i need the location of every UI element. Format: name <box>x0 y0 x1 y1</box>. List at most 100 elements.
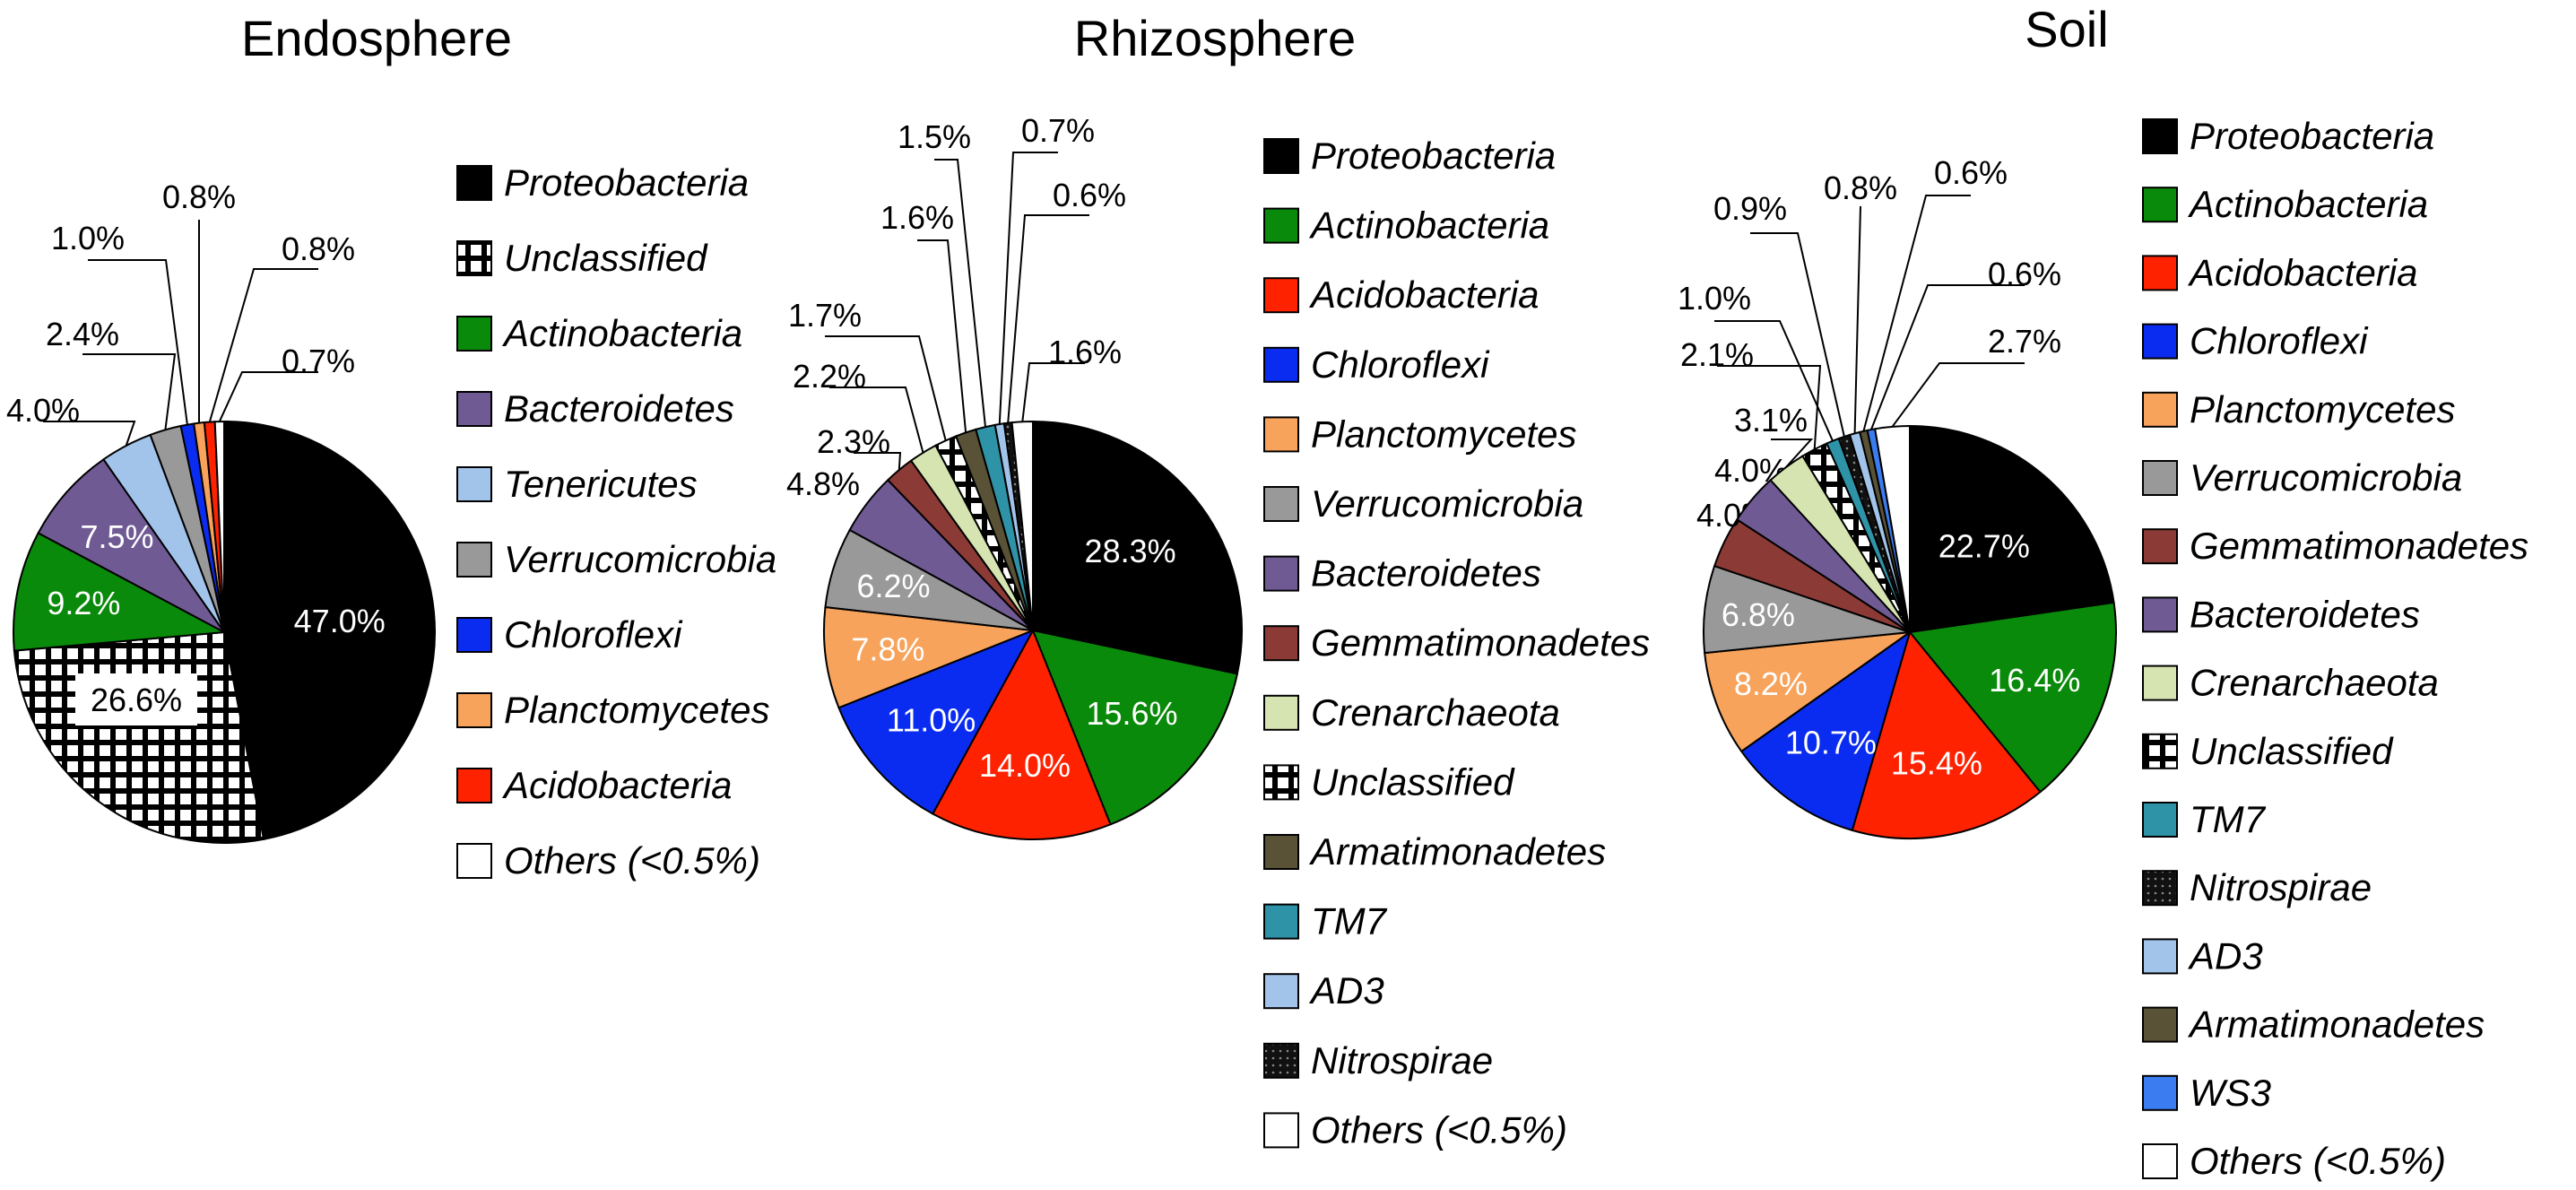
chart-title: Soil <box>2025 1 2108 57</box>
chart-title: Rhizosphere <box>1074 10 1356 66</box>
legend-swatch <box>1263 486 1299 522</box>
leader-line <box>1771 439 1814 468</box>
legend-swatch <box>456 316 492 352</box>
legend-swatch <box>1263 416 1299 453</box>
value-label: 2.4% <box>46 316 119 352</box>
value-label: 7.8% <box>851 631 924 668</box>
legend-item-crenarchaeota: Crenarchaeota <box>2142 662 2439 704</box>
value-label: 1.5% <box>898 118 971 155</box>
legend-swatch <box>1263 277 1299 314</box>
legend-item-planctomycetes: Planctomycetes <box>2142 388 2455 430</box>
chart-rhizosphere: Rhizosphere 28.3% 15.6% 14.0%11.0% 7.8% 6.2%… <box>786 10 1650 1151</box>
legend-item-ad3: AD3 <box>1263 969 1384 1012</box>
legend-swatch <box>2142 733 2178 769</box>
legend-swatch <box>1263 346 1299 383</box>
legend-item-ad3: AD3 <box>2142 934 2263 977</box>
leader-line <box>1853 205 1861 434</box>
legend-item-verrucomicrobia: Verrucomicrobia <box>2142 456 2462 499</box>
value-label: 4.8% <box>786 465 860 502</box>
value-label: 0.8% <box>282 230 355 267</box>
leader-line <box>829 387 924 454</box>
legend-item-actinobacteria: Actinobacteria <box>456 312 742 354</box>
legend-swatch <box>2142 391 2178 428</box>
legend-label: Chloroflexi <box>1311 343 1490 386</box>
legend-item-others-0-5: Others (<0.5%) <box>2142 1140 2446 1182</box>
legend-label: Armatimonadetes <box>2187 1003 2485 1046</box>
legend-label: Others (<0.5%) <box>504 839 760 882</box>
legend-swatch <box>2142 323 2178 360</box>
legend-label: Chloroflexi <box>504 613 683 656</box>
legend-label: Tenericutes <box>504 463 698 505</box>
legend-swatch <box>456 466 492 502</box>
legend-item-chloroflexi: Chloroflexi <box>2142 320 2369 362</box>
leader-line <box>1007 214 1089 423</box>
legend-swatch <box>1263 138 1299 174</box>
legend-swatch <box>456 391 492 427</box>
legend-label: Acidobacteria <box>1308 274 1539 316</box>
leader-line <box>88 259 188 425</box>
value-label: 0.6% <box>1988 256 2061 292</box>
leader-line <box>1021 362 1085 422</box>
value-label: 26.6% <box>91 682 182 718</box>
value-label: 0.9% <box>1713 190 1787 227</box>
legend-swatch <box>1263 625 1299 662</box>
legend-label: Others (<0.5%) <box>1311 1108 1567 1151</box>
value-label: 9.2% <box>47 585 120 621</box>
leader-line <box>1869 284 2025 430</box>
legend-swatch <box>2142 1006 2178 1043</box>
pie-slice-bacteroidetes <box>37 457 225 633</box>
value-label: 47.0% <box>294 603 386 639</box>
legend-item-tenericutes: Tenericutes <box>456 463 698 505</box>
pie-soil: 22.7%16.4%15.4%10.7%8.2%6.8%4.0%4.0%3.1%… <box>1678 154 2117 839</box>
value-label: 6.2% <box>856 568 930 604</box>
pie-endosphere: 47.0% 26.6% 9.2% 7.5% 4.0% 2.4% 1.0% 0.8% 0.8% 0.… <box>6 178 436 844</box>
legend-item-proteobacteria: Proteobacteria <box>1263 135 1556 177</box>
legend-label: Planctomycetes <box>1311 413 1576 455</box>
legend-label: Actinobacteria <box>2187 183 2428 225</box>
pie-slice-unclassified <box>13 630 265 844</box>
pie-slice-planctomycetes <box>1704 630 1913 753</box>
leader-line <box>1891 362 2025 428</box>
value-label: 8.2% <box>1734 665 1808 702</box>
legend-item-verrucomicrobia: Verrucomicrobia <box>1263 482 1583 525</box>
legend-label: Chloroflexi <box>2190 320 2369 362</box>
value-label: 0.6% <box>1053 177 1126 213</box>
legend-label: TM7 <box>2190 798 2267 840</box>
leader-line <box>854 452 902 471</box>
pie-slice-proteobacteria <box>1909 424 2115 634</box>
legend-label: Others (<0.5%) <box>2190 1140 2446 1182</box>
value-label: 2.2% <box>793 358 866 395</box>
legend-item-ws3: WS3 <box>2142 1072 2271 1114</box>
pie-slice-proteobacteria <box>1032 420 1243 675</box>
legend-item-others-0-5: Others (<0.5%) <box>456 839 760 882</box>
pie-slice-proteobacteria <box>223 420 436 841</box>
chart-endosphere: Endosphere 47.0% 26.6% 9.2% 7.5% 4.0% 2.4% 1.0… <box>6 10 776 882</box>
value-label: 1.7% <box>788 297 862 334</box>
value-label: 0.8% <box>162 178 236 215</box>
pie-slice-actinobacteria <box>13 532 228 652</box>
legend-swatch <box>1263 1112 1299 1149</box>
value-label: 0.7% <box>282 343 355 379</box>
legend-swatch <box>1263 1042 1299 1079</box>
legend-swatch <box>2142 460 2178 496</box>
legend-item-crenarchaeota: Crenarchaeota <box>1263 691 1560 734</box>
value-label: 15.6% <box>1086 695 1177 732</box>
legend-item-gemmatimonadetes: Gemmatimonadetes <box>1263 621 1650 664</box>
legend-item-proteobacteria: Proteobacteria <box>456 161 749 204</box>
pie-rhizosphere: 28.3% 15.6% 14.0%11.0% 7.8% 6.2% 4.8% 2.3% 2.2%… <box>786 112 1243 840</box>
legend-swatch <box>2142 870 2178 907</box>
leader-line <box>934 159 986 428</box>
legend-label: Nitrospirae <box>2190 866 2372 908</box>
leader-line <box>1714 320 1834 442</box>
legend-swatch <box>1263 903 1299 940</box>
legend-item-actinobacteria: Actinobacteria <box>1263 204 1549 247</box>
legend-item-armatimonadetes: Armatimonadetes <box>1263 830 1606 873</box>
leader-line <box>218 371 318 422</box>
legend-label: Proteobacteria <box>2190 115 2434 157</box>
pie-slice-acidobacteria <box>1851 630 2042 839</box>
value-label: 2.7% <box>1988 323 2061 360</box>
leader-line <box>1750 232 1845 438</box>
legend-label: Proteobacteria <box>1311 135 1556 177</box>
value-label: 0.6% <box>1934 154 2008 191</box>
legend-label: Acidobacteria <box>501 764 732 806</box>
